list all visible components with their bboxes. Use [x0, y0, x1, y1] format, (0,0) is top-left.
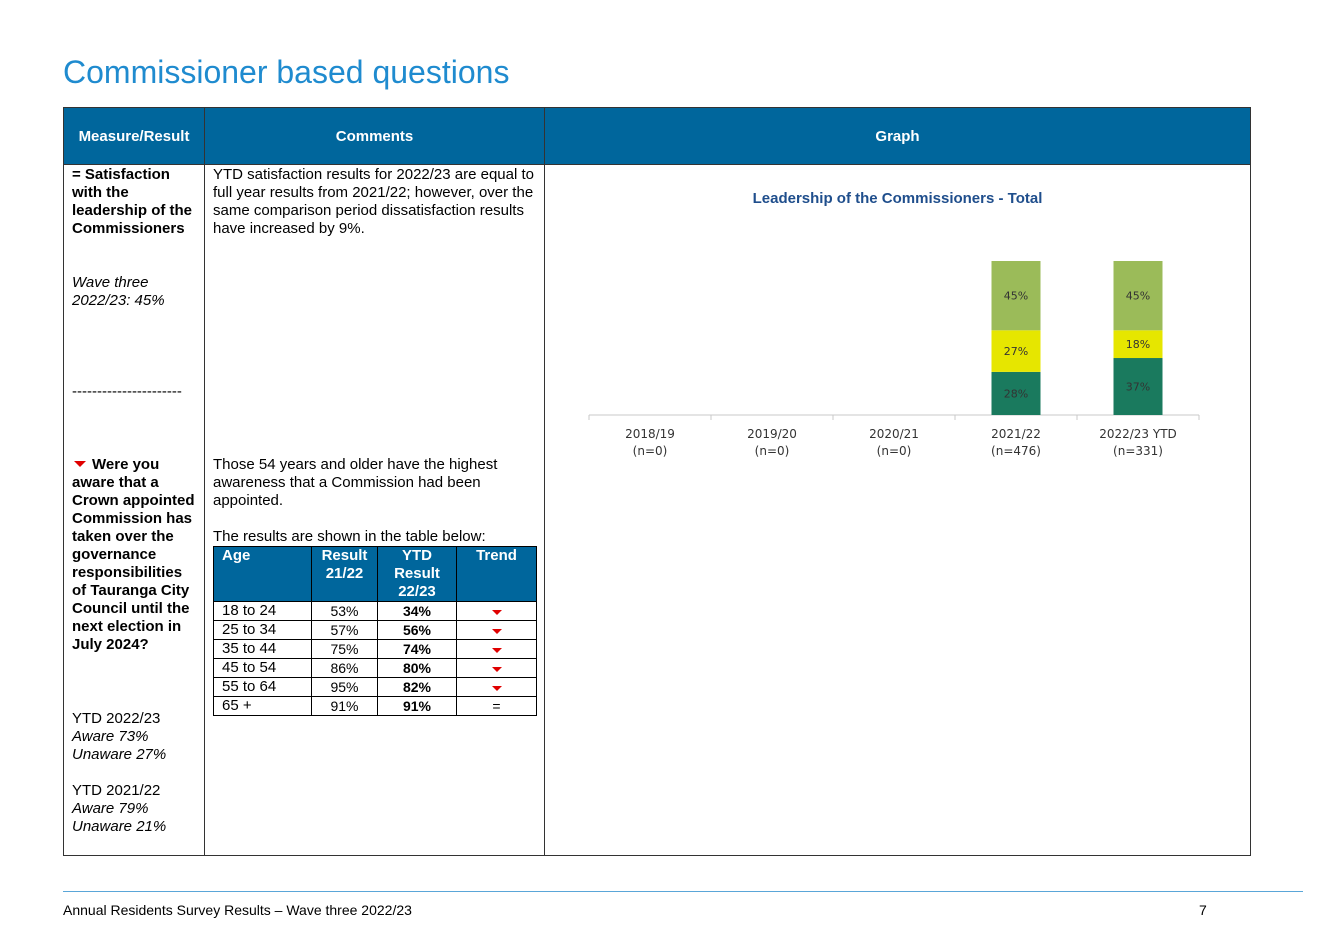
bar-segment — [991, 330, 1041, 372]
comment-satisfaction: YTD satisfaction results for 2022/23 are… — [213, 166, 535, 237]
x-tick-label: 2021/22 — [991, 427, 1041, 441]
table-row: 18 to 24 53% 34% — [213, 601, 537, 621]
bar-segment — [991, 371, 1041, 415]
ytd-2223-unaware: Unaware 27% — [72, 746, 167, 763]
measure-cell: = Satisfaction with the leadership of th… — [63, 164, 205, 856]
ytd-result-cell: 34% — [377, 601, 457, 621]
data-label: 45% — [1004, 290, 1028, 303]
trend-cell — [456, 601, 537, 621]
measure-awareness-ytd2223: YTD 2022/23 Aware 73% Unaware 27% — [72, 710, 200, 764]
x-tick-label: 2020/21 — [869, 427, 919, 441]
header-graph: Graph — [544, 107, 1251, 165]
chart-container: Leadership of the Commissioners - Total … — [545, 165, 1250, 855]
bar-segment — [1113, 261, 1163, 331]
table-row: 25 to 34 57% 56% — [213, 620, 537, 640]
sample-size-label: (n=476) — [991, 444, 1041, 458]
measure-satisfaction: = Satisfaction with the leadership of th… — [72, 166, 200, 238]
result-2122-cell: 53% — [311, 601, 378, 621]
measure-awareness: Were you aware that a Crown appointed Co… — [72, 456, 200, 654]
stacked-bar-chart: 2018/19 (n=0) 2019/20 (n=0) 2020/21 (n=0) 28% 2… — [588, 261, 1200, 458]
measure-awareness-question: Were you aware that a Crown appointed Co… — [72, 456, 195, 653]
comment-table-intro: The results are shown in the table below… — [213, 528, 486, 545]
sample-size-label: (n=0) — [877, 444, 912, 458]
header-measure: Measure/Result — [63, 107, 205, 165]
trend-cell — [456, 620, 537, 640]
trend-down-icon — [491, 628, 502, 634]
bar-segment — [991, 261, 1041, 331]
chart-title: Leadership of the Commissioners - Total — [752, 190, 1043, 207]
age-cell: 35 to 44 — [213, 639, 312, 659]
graph-cell: Leadership of the Commissioners - Total … — [544, 164, 1251, 856]
result-2122-cell: 95% — [311, 677, 378, 697]
bar-segment — [1113, 358, 1163, 415]
trend-down-icon — [491, 647, 502, 653]
page-number: 7 — [1199, 902, 1207, 918]
measure-awareness-ytd2122: YTD 2021/22 Aware 79% Unaware 21% — [72, 782, 200, 836]
footer-text: Annual Residents Survey Results – Wave t… — [63, 902, 412, 918]
data-label: 45% — [1126, 290, 1150, 303]
footer-divider — [63, 891, 1303, 892]
comment-awareness: Those 54 years and older have the highes… — [213, 456, 498, 509]
table-row: 55 to 64 95% 82% — [213, 677, 537, 697]
age-results-table: Age Result 21/22 YTD Result 22/23 Trend … — [213, 546, 537, 716]
x-tick-label: 2022/23 YTD — [1099, 427, 1177, 441]
measure-satisfaction-label: = Satisfaction with the leadership of th… — [72, 166, 193, 237]
data-label: 37% — [1126, 381, 1150, 394]
ytd-result-cell: 91% — [377, 696, 457, 716]
result-2122-header: Result 21/22 — [311, 546, 378, 602]
ytd-result-cell: 80% — [377, 658, 457, 678]
trend-down-icon — [491, 685, 502, 691]
ytd-2223-aware: Aware 73% — [72, 728, 149, 745]
table-row: 65 + 91% 91% = — [213, 696, 537, 716]
trend-down-icon — [491, 666, 502, 672]
measure-separator: ---------------------- — [72, 383, 182, 400]
x-tick-label: 2018/19 — [625, 427, 675, 441]
measure-satisfaction-value: Wave three 2022/23: 45% — [72, 274, 165, 309]
age-cell: 45 to 54 — [213, 658, 312, 678]
trend-down-icon — [74, 461, 86, 468]
data-label: 28% — [1004, 387, 1028, 400]
ytd-result-cell: 74% — [377, 639, 457, 659]
trend-cell — [456, 677, 537, 697]
ytd-2122-label: YTD 2021/22 — [72, 782, 161, 799]
ytd-2223-label: YTD 2022/23 — [72, 710, 161, 727]
table-row: 45 to 54 86% 80% — [213, 658, 537, 678]
age-cell: 65 + — [213, 696, 312, 716]
table-row: 35 to 44 75% 74% — [213, 639, 537, 659]
bar-segment — [1113, 330, 1163, 359]
ytd-2122-unaware: Unaware 21% — [72, 818, 167, 835]
sample-size-label: (n=0) — [633, 444, 668, 458]
result-2122-cell: 57% — [311, 620, 378, 640]
result-2122-cell: 86% — [311, 658, 378, 678]
ytd-2122-aware: Aware 79% — [72, 800, 149, 817]
header-comments: Comments — [204, 107, 545, 165]
age-header: Age — [213, 546, 312, 602]
trend-header: Trend — [456, 546, 537, 602]
result-2122-cell: 75% — [311, 639, 378, 659]
data-label: 18% — [1126, 338, 1150, 351]
result-2122-cell: 91% — [311, 696, 378, 716]
x-tick-label: 2019/20 — [747, 427, 797, 441]
age-cell: 25 to 34 — [213, 620, 312, 640]
page-title: Commissioner based questions — [63, 54, 510, 90]
trend-cell — [456, 639, 537, 659]
ytd-result-2223-header: YTD Result 22/23 — [377, 546, 457, 602]
trend-down-icon — [491, 609, 502, 615]
age-cell: 55 to 64 — [213, 677, 312, 697]
age-cell: 18 to 24 — [213, 601, 312, 621]
results-table: Measure/Result Comments Graph = Satisfac… — [63, 107, 1251, 856]
trend-cell: = — [456, 696, 537, 716]
sample-size-label: (n=0) — [755, 444, 790, 458]
measure-satisfaction-result: Wave three 2022/23: 45% — [72, 274, 200, 310]
data-label: 27% — [1004, 345, 1028, 358]
trend-cell — [456, 658, 537, 678]
ytd-result-cell: 82% — [377, 677, 457, 697]
comments-cell: YTD satisfaction results for 2022/23 are… — [204, 164, 545, 856]
ytd-result-cell: 56% — [377, 620, 457, 640]
sample-size-label: (n=331) — [1113, 444, 1163, 458]
